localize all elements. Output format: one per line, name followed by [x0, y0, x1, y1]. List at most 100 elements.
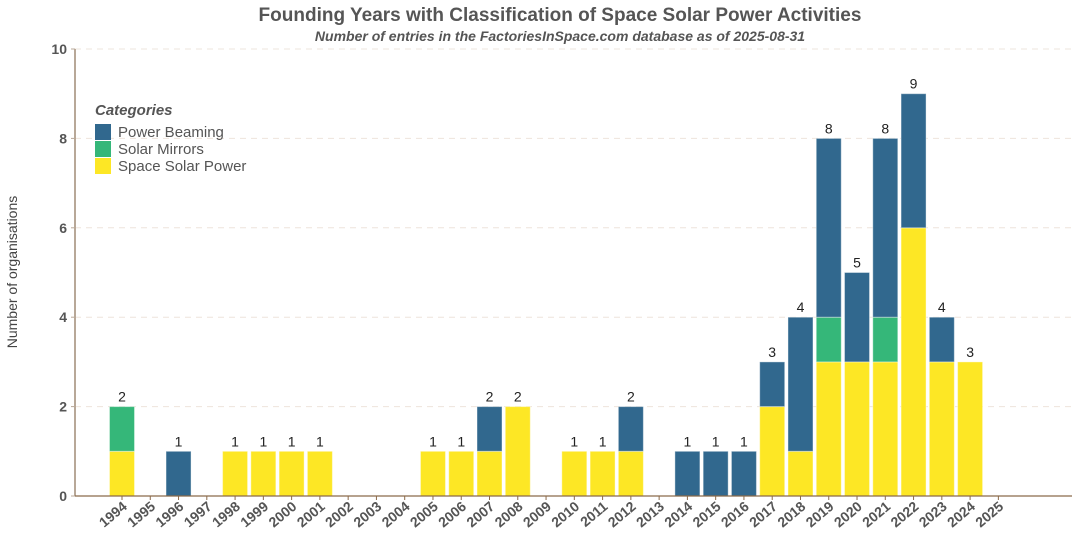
- bar-space-solar-power-2012: [617, 450, 644, 497]
- bar-space-solar-power-2011: [589, 450, 616, 497]
- bar-power-beaming-2022: [900, 93, 927, 229]
- bar-space-solar-power-2010: [561, 450, 588, 497]
- bar-space-solar-power-2000: [278, 450, 305, 497]
- x-tick-label: 1997: [181, 498, 215, 530]
- bar-power-beaming-2007: [476, 406, 503, 452]
- x-tick-label: 2018: [774, 498, 808, 530]
- x-tick-label: 2008: [492, 498, 526, 530]
- data-label-2005: 1: [429, 433, 437, 449]
- x-tick-label: 2007: [463, 498, 497, 530]
- data-label-2018: 4: [797, 299, 805, 315]
- bar-space-solar-power-1998: [222, 450, 249, 497]
- x-tick-label: 2000: [265, 498, 299, 530]
- data-label-2007: 2: [486, 389, 494, 405]
- bar-power-beaming-2012: [617, 406, 644, 452]
- legend-swatch-solar-mirrors: [95, 141, 111, 157]
- data-label-2019: 8: [825, 120, 833, 136]
- x-tick-label: 1999: [237, 498, 271, 530]
- bar-space-solar-power-2007: [476, 450, 503, 497]
- y-tick-label: 0: [59, 488, 67, 504]
- bar-space-solar-power-2018: [787, 450, 814, 497]
- bar-space-solar-power-2017: [759, 406, 786, 497]
- data-label-2016: 1: [740, 433, 748, 449]
- x-tick-label: 2015: [689, 498, 723, 530]
- bar-space-solar-power-2024: [957, 361, 984, 497]
- legend-swatch-space-solar-power: [95, 158, 111, 174]
- legend-swatch-power-beaming: [95, 124, 111, 140]
- bar-space-solar-power-1994: [109, 450, 135, 497]
- x-tick-label: 2001: [294, 498, 328, 530]
- bar-space-solar-power-1999: [250, 450, 277, 497]
- x-tick-label: 2024: [944, 498, 978, 530]
- bar-power-beaming-2017: [759, 361, 786, 408]
- chart-subtitle: Number of entries in the FactoriesInSpac…: [315, 28, 805, 44]
- data-label-2011: 1: [599, 433, 607, 449]
- data-label-2015: 1: [712, 433, 720, 449]
- x-tick-label: 2003: [350, 498, 384, 530]
- bar-space-solar-power-2008: [504, 406, 531, 497]
- bar-space-solar-power-2020: [844, 361, 871, 497]
- y-tick-label: 4: [59, 309, 67, 325]
- x-tick-label: 2005: [407, 498, 441, 530]
- x-tick-label: 2022: [887, 498, 921, 530]
- bar-space-solar-power-2019: [815, 361, 842, 497]
- data-label-2014: 1: [684, 433, 692, 449]
- bar-space-solar-power-2022: [900, 227, 927, 497]
- x-tick-label: 2013: [633, 498, 667, 530]
- bar-power-beaming-2020: [844, 272, 871, 363]
- data-label-1994: 2: [118, 389, 126, 405]
- x-tick-label: 2011: [577, 498, 611, 530]
- bar-power-beaming-2014: [674, 450, 701, 497]
- data-label-2021: 8: [881, 120, 889, 136]
- x-tick-label: 2021: [859, 498, 893, 530]
- x-tick-label: 1996: [152, 498, 186, 530]
- y-axis-label: Number of organisations: [4, 196, 20, 349]
- bar-power-beaming-2016: [730, 450, 757, 497]
- y-tick-label: 10: [51, 41, 67, 57]
- x-tick-label: 1998: [209, 498, 243, 530]
- x-tick-label: 2012: [605, 498, 639, 530]
- bar-space-solar-power-2005: [419, 450, 446, 497]
- data-label-1999: 1: [259, 433, 267, 449]
- data-label-2020: 5: [853, 255, 861, 271]
- x-tick-label: 2020: [831, 498, 865, 530]
- data-label-2001: 1: [316, 433, 324, 449]
- bar-power-beaming-2023: [928, 316, 955, 363]
- legend-label-power-beaming: Power Beaming: [118, 124, 224, 141]
- data-label-1998: 1: [231, 433, 239, 449]
- x-tick-label: 2009: [520, 498, 554, 530]
- y-tick-label: 2: [59, 399, 67, 415]
- data-label-2017: 3: [768, 344, 776, 360]
- data-label-2006: 1: [457, 433, 465, 449]
- data-label-2024: 3: [966, 344, 974, 360]
- legend-label-solar-mirrors: Solar Mirrors: [118, 141, 204, 158]
- x-tick-label: 2025: [972, 498, 1006, 530]
- data-label-2012: 2: [627, 389, 635, 405]
- x-tick-label: 2014: [661, 498, 695, 530]
- data-label-2022: 9: [910, 76, 918, 92]
- x-tick-label: 2006: [435, 498, 469, 530]
- x-tick-label: 2004: [378, 498, 412, 530]
- x-tick-label: 2017: [746, 498, 780, 530]
- x-tick-label: 1995: [124, 498, 158, 530]
- legend-label-space-solar-power: Space Solar Power: [118, 158, 246, 175]
- legend-title: Categories: [95, 102, 173, 119]
- bar-space-solar-power-2021: [872, 361, 899, 497]
- bar-space-solar-power-2023: [928, 361, 955, 497]
- x-tick-label: 2010: [548, 498, 582, 530]
- x-tick-label: 2019: [803, 498, 837, 530]
- x-tick-label: 2016: [718, 498, 752, 530]
- y-tick-label: 6: [59, 220, 67, 236]
- bar-power-beaming-1996: [165, 450, 192, 497]
- data-label-2023: 4: [938, 299, 946, 315]
- bar-power-beaming-2019: [815, 137, 842, 318]
- bar-power-beaming-2021: [872, 137, 899, 318]
- chart-title: Founding Years with Classification of Sp…: [259, 5, 862, 26]
- bar-solar-mirrors-1994: [109, 406, 135, 452]
- bar-power-beaming-2018: [787, 316, 814, 452]
- x-tick-label: 2023: [916, 498, 950, 530]
- x-tick-label: 1994: [96, 498, 130, 530]
